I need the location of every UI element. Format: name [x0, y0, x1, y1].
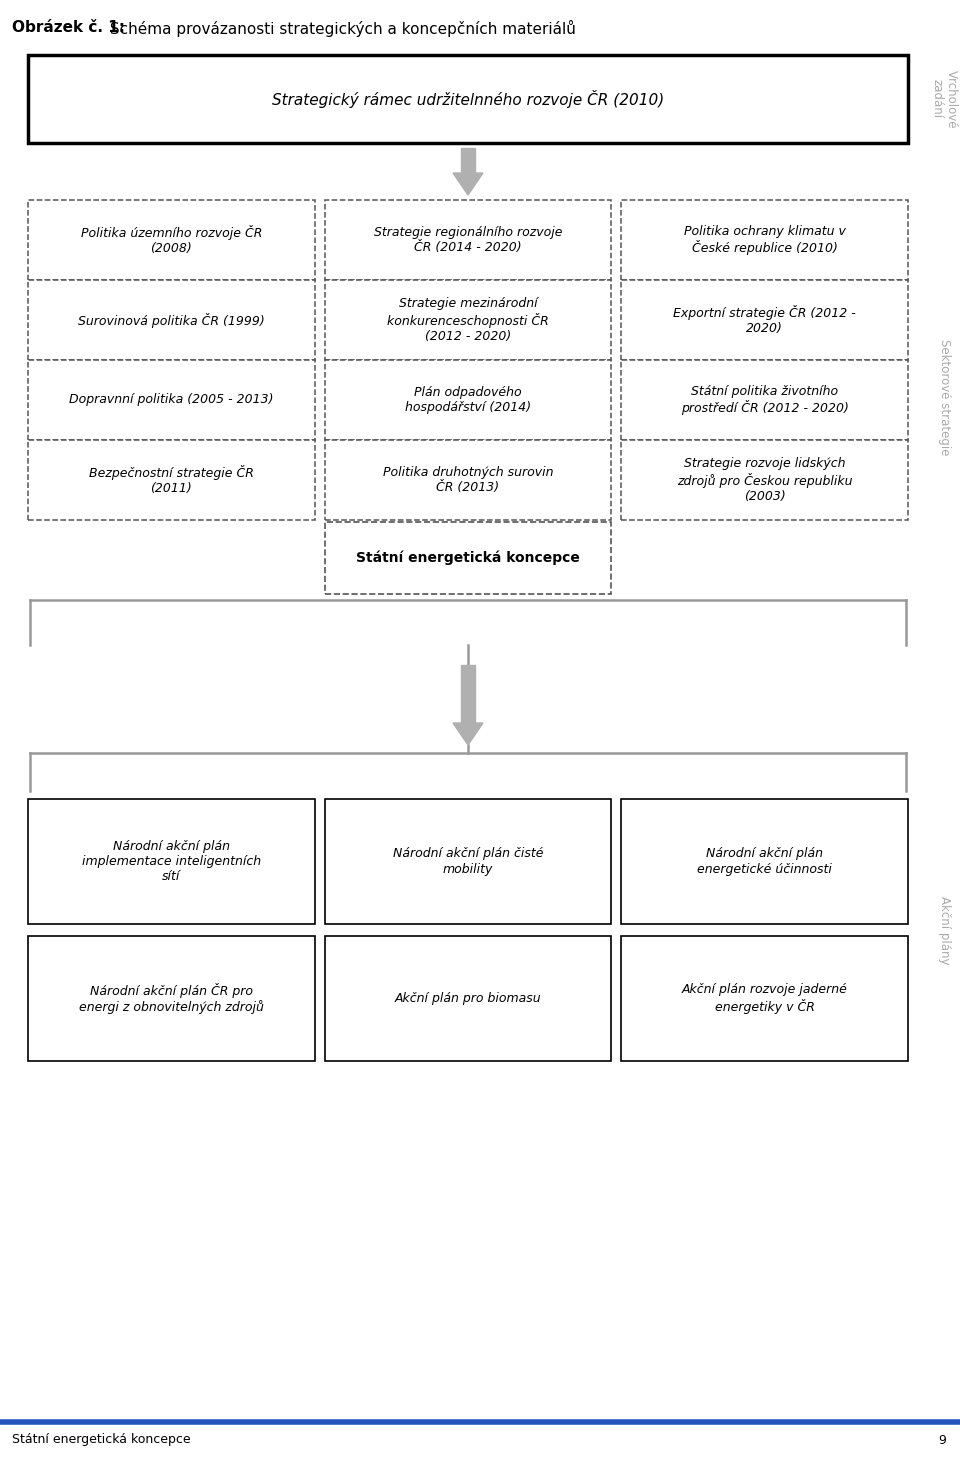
Text: Strategie mezinárodní
konkurenceschopnosti ČR
(2012 - 2020): Strategie mezinárodní konkurenceschopnos…: [387, 297, 549, 342]
Bar: [621, 936, 908, 1061]
Text: Exportní strategie ČR (2012 -
2020): Exportní strategie ČR (2012 - 2020): [673, 304, 856, 335]
Text: Akční plány: Akční plány: [938, 895, 950, 964]
Text: Surovinová politika ČR (1999): Surovinová politika ČR (1999): [78, 313, 265, 328]
Text: Akční plán rozvoje jaderné
energetiky v ČR: Akční plán rozvoje jaderné energetiky v …: [682, 983, 848, 1014]
Text: 9: 9: [938, 1434, 946, 1447]
Bar: [324, 200, 612, 279]
Text: Národní akční plán čisté
mobility: Národní akční plán čisté mobility: [393, 847, 543, 875]
Text: Státní energetická koncepce: Státní energetická koncepce: [12, 1434, 191, 1447]
Bar: [621, 279, 908, 360]
Text: Národní akční plán
energetické účinnosti: Národní akční plán energetické účinnosti: [697, 847, 832, 875]
Text: Vrcholové
zadání: Vrcholové zadání: [930, 70, 958, 129]
Bar: [28, 279, 315, 360]
Bar: [28, 799, 315, 925]
Polygon shape: [453, 173, 483, 195]
Bar: [621, 440, 908, 519]
Bar: [461, 666, 475, 723]
Bar: [621, 799, 908, 925]
Bar: [28, 200, 315, 279]
Text: Dopravnní politika (2005 - 2013): Dopravnní politika (2005 - 2013): [69, 394, 274, 407]
Bar: [324, 522, 612, 594]
Bar: [324, 360, 612, 440]
Text: Plán odpadového
hospodářství (2014): Plán odpadového hospodářství (2014): [405, 386, 531, 414]
Bar: [28, 936, 315, 1061]
Text: Politika územního rozvoje ČR
(2008): Politika územního rozvoje ČR (2008): [81, 225, 262, 255]
Bar: [28, 360, 315, 440]
Text: Národní akční plán ČR pro
energi z obnovitelných zdrojů: Národní akční plán ČR pro energi z obnov…: [79, 983, 264, 1014]
Text: Sektorové strategie: Sektorové strategie: [938, 339, 950, 455]
Text: Strategický rámec udržitelnného rozvoje ČR (2010): Strategický rámec udržitelnného rozvoje …: [272, 91, 664, 108]
Text: Strategie regionálního rozvoje
ČR (2014 - 2020): Strategie regionálního rozvoje ČR (2014 …: [373, 225, 563, 255]
Bar: [324, 440, 612, 519]
Text: Akční plán pro biomasu: Akční plán pro biomasu: [395, 992, 541, 1005]
Bar: [324, 799, 612, 925]
Bar: [461, 148, 475, 173]
Text: Strategie rozvoje lidských
zdrojů pro Českou republiku
(2003): Strategie rozvoje lidských zdrojů pro Če…: [677, 458, 852, 503]
Text: Obrázek č. 1:: Obrázek č. 1:: [12, 20, 125, 35]
Text: Státní energetická koncepce: Státní energetická koncepce: [356, 550, 580, 565]
Text: Státní politika životního
prostředí ČR (2012 - 2020): Státní politika životního prostředí ČR (…: [681, 385, 849, 415]
Text: Bezpečnostní strategie ČR
(2011): Bezpečnostní strategie ČR (2011): [89, 465, 253, 494]
Bar: [324, 279, 612, 360]
Text: Národní akční plán
implementace inteligentních
sítí: Národní akční plán implementace intelige…: [82, 840, 261, 884]
Text: Schéma provázanosti strategických a koncepčních materiálů: Schéma provázanosti strategických a konc…: [105, 20, 576, 37]
Bar: [324, 936, 612, 1061]
Bar: [28, 440, 315, 519]
Bar: [621, 360, 908, 440]
Polygon shape: [453, 723, 483, 745]
Text: Politika ochrany klimatu v
České republice (2010): Politika ochrany klimatu v České republi…: [684, 225, 846, 255]
Bar: [621, 200, 908, 279]
Bar: [28, 56, 908, 143]
Text: Politika druhotných surovin
ČR (2013): Politika druhotných surovin ČR (2013): [383, 467, 553, 494]
